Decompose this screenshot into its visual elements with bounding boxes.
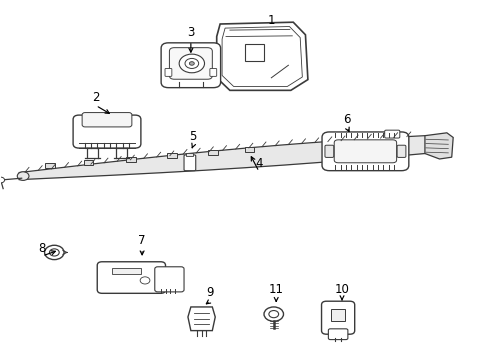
Bar [244,44,263,61]
Circle shape [44,245,64,260]
Bar [207,150,217,155]
FancyBboxPatch shape [333,140,396,163]
FancyBboxPatch shape [325,145,333,157]
FancyBboxPatch shape [322,132,408,171]
Circle shape [184,58,198,68]
Polygon shape [222,27,302,86]
Text: 5: 5 [189,130,197,144]
FancyBboxPatch shape [155,267,183,292]
FancyBboxPatch shape [82,113,132,127]
Bar [186,153,193,156]
Polygon shape [424,133,452,159]
Circle shape [140,277,150,284]
FancyBboxPatch shape [209,68,216,76]
Circle shape [49,249,59,256]
Text: 6: 6 [343,113,350,126]
Circle shape [264,307,283,321]
Bar [330,310,344,321]
Circle shape [17,172,29,180]
Text: 4: 4 [255,157,263,170]
FancyBboxPatch shape [73,115,141,148]
Text: 7: 7 [138,234,145,247]
FancyBboxPatch shape [183,155,195,171]
FancyBboxPatch shape [161,43,220,87]
Bar [83,160,93,165]
Text: 10: 10 [334,283,349,296]
FancyBboxPatch shape [169,48,212,79]
Text: 3: 3 [187,27,194,40]
Polygon shape [216,22,307,90]
Text: 9: 9 [206,287,214,300]
Circle shape [0,177,4,183]
FancyBboxPatch shape [328,329,347,339]
FancyBboxPatch shape [164,68,171,76]
Circle shape [268,311,278,318]
Text: 8: 8 [39,242,46,255]
Bar [112,268,141,274]
Text: 2: 2 [92,91,100,104]
Circle shape [179,54,204,73]
Circle shape [189,62,194,65]
FancyBboxPatch shape [97,262,165,293]
Bar [244,147,254,152]
FancyBboxPatch shape [384,130,399,138]
FancyBboxPatch shape [321,301,354,334]
Bar [167,153,177,158]
Polygon shape [187,307,215,330]
Text: 11: 11 [268,283,283,296]
FancyBboxPatch shape [396,145,405,157]
Bar [126,157,136,162]
Bar [45,163,55,168]
Text: 1: 1 [267,14,275,27]
